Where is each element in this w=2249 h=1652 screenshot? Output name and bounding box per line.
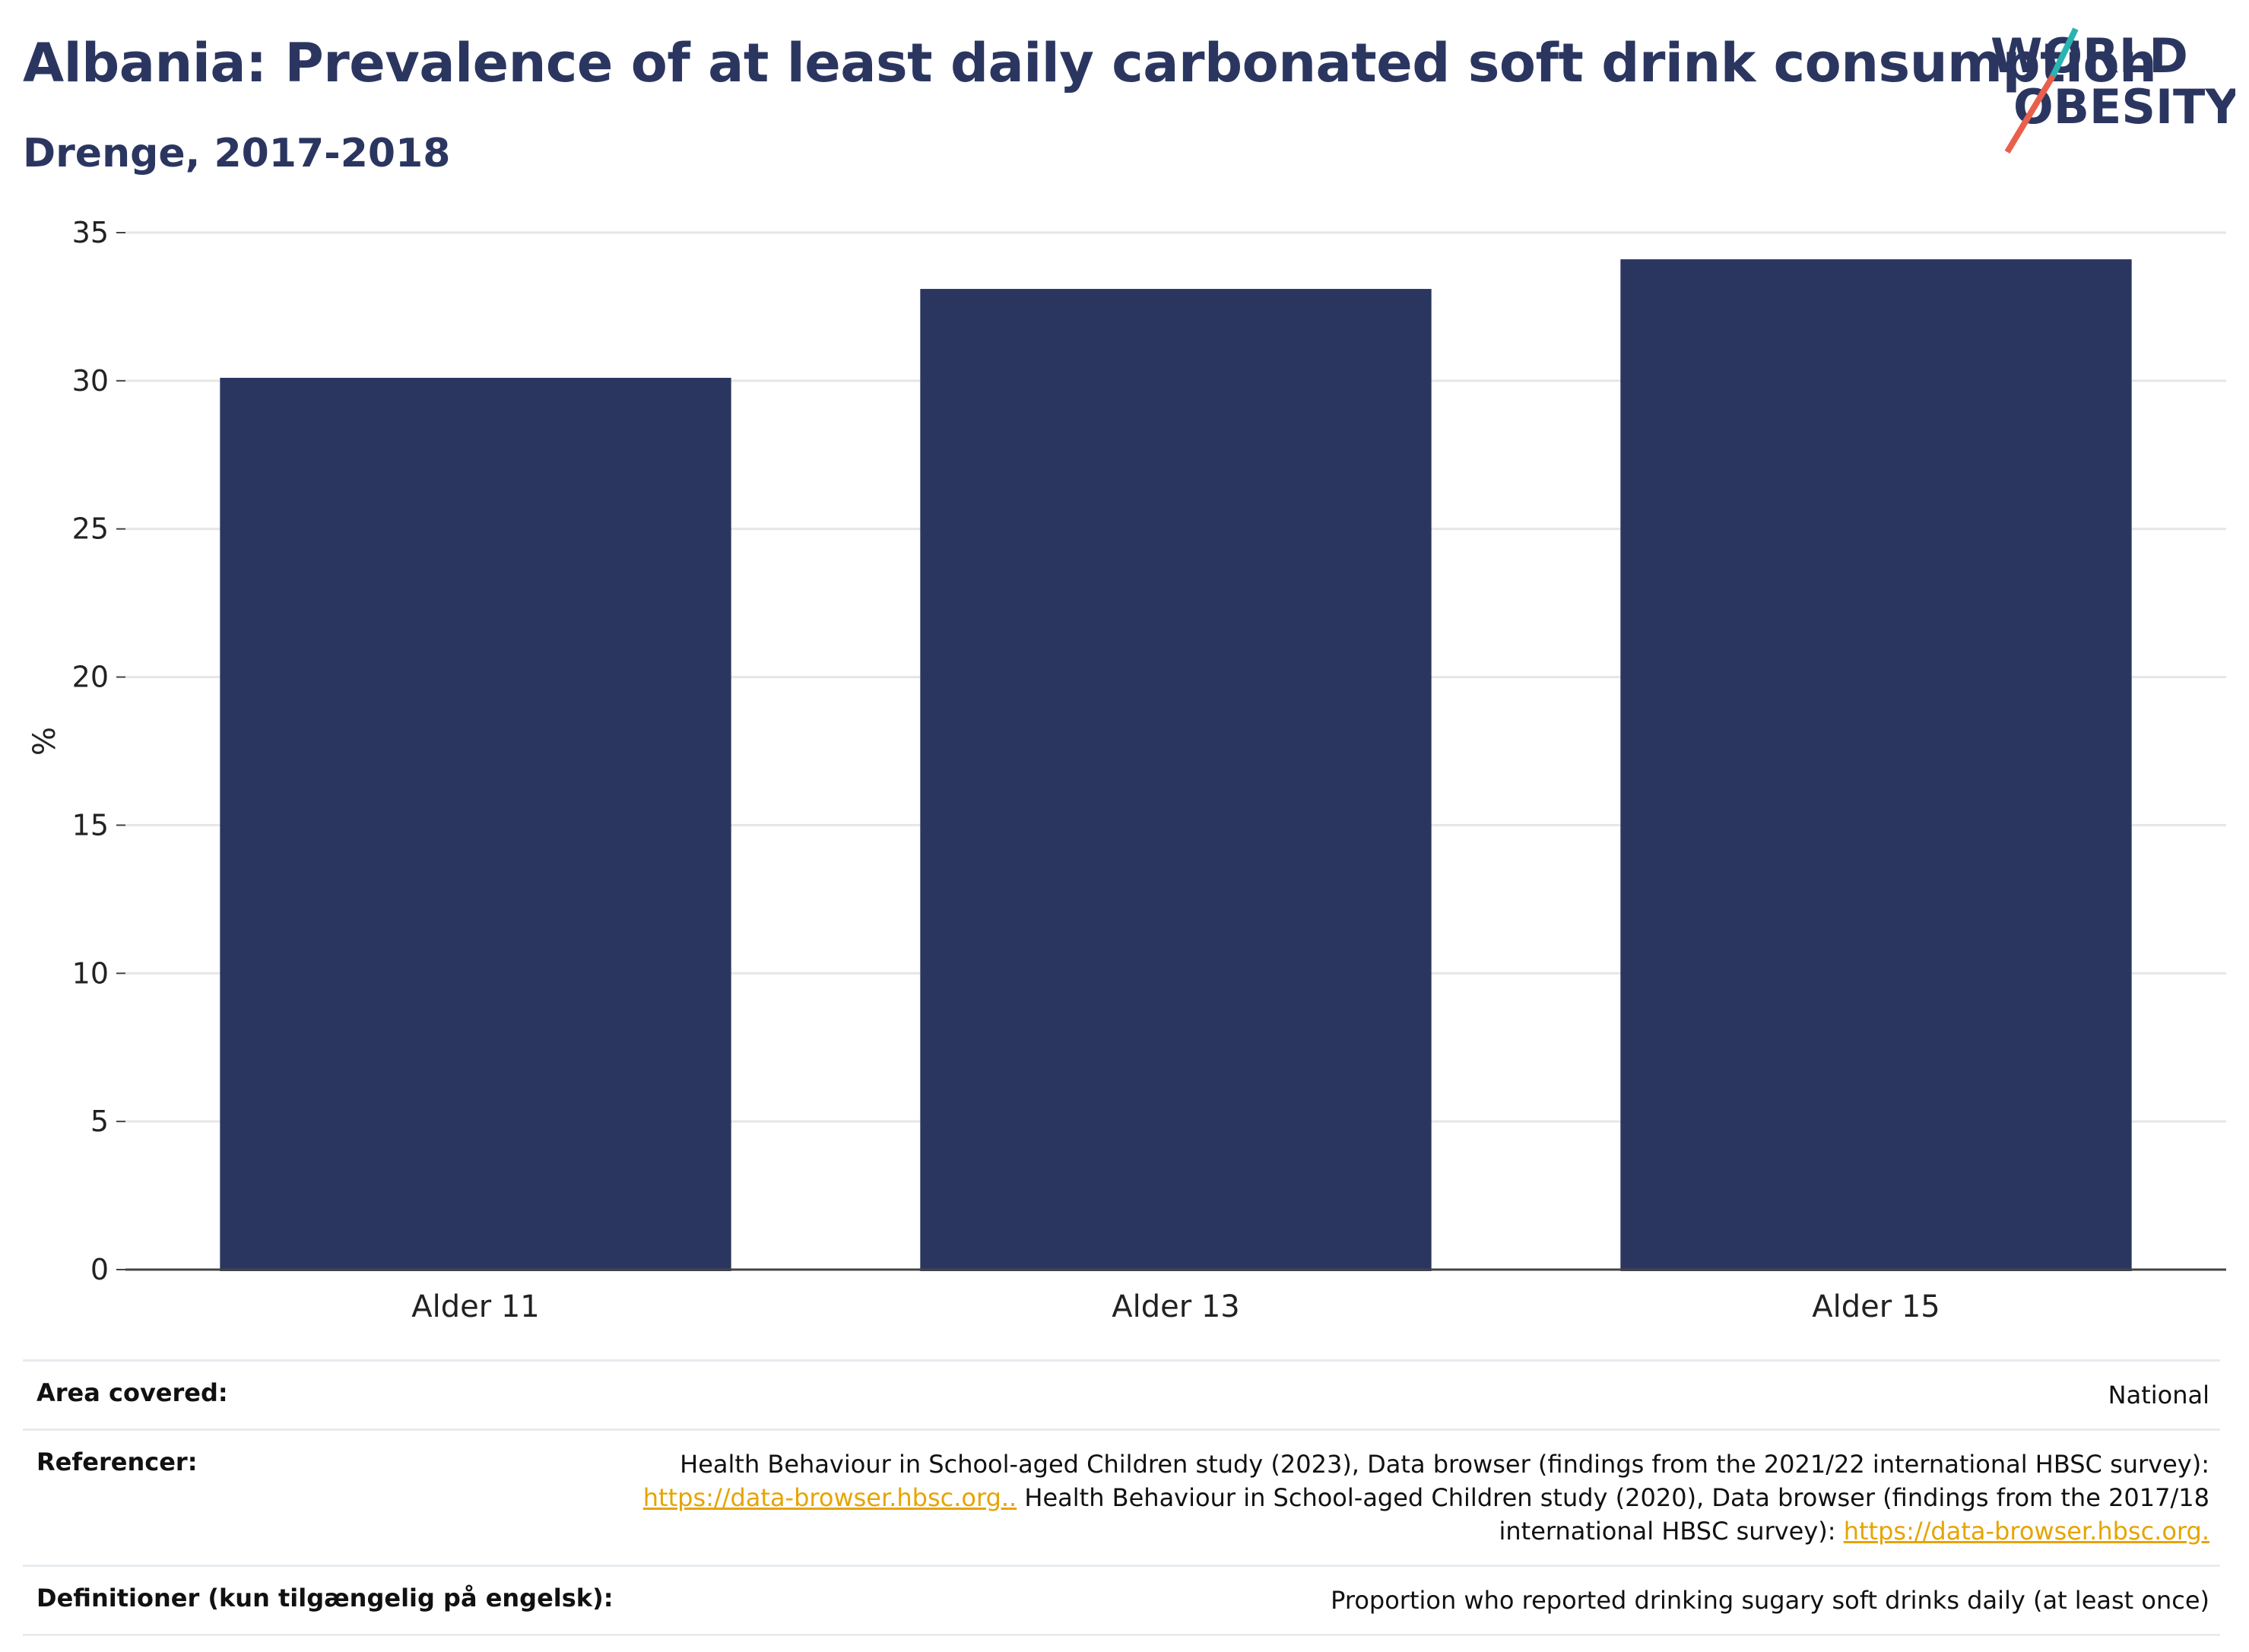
reference-text-2: Health Behaviour in School-aged Children… — [1017, 1483, 2209, 1512]
logo-line2: OBESITY — [2013, 79, 2235, 135]
area-covered-value: National — [2108, 1381, 2209, 1409]
reference-link-2[interactable]: https://data-browser.hbsc.org. — [1843, 1517, 2209, 1546]
chart-title: Albania: Prevalence of at least daily ca… — [23, 32, 2157, 94]
bar-alder-11 — [220, 377, 731, 1272]
reference-text-1: Health Behaviour in School-aged Children… — [680, 1450, 2209, 1479]
world-obesity-logo: WORLD OBESITY — [1990, 27, 2235, 154]
y-tick-label: 30 — [72, 364, 109, 398]
bars — [220, 259, 2132, 1272]
references-label: Referencer: — [36, 1447, 198, 1476]
y-tick-label: 35 — [72, 216, 109, 249]
logo-line1: WORLD — [1990, 28, 2188, 84]
definitions-row: Definitioner (kun tilgængelig på engelsk… — [23, 1565, 2220, 1636]
bar-alder-13 — [920, 289, 1432, 1272]
reference-link-1[interactable]: https://data-browser.hbsc.org.. — [642, 1483, 1017, 1512]
references-row: Referencer: Health Behaviour in School-a… — [23, 1428, 2220, 1565]
x-tick-label: Alder 11 — [411, 1289, 540, 1324]
bar-chart: 0 5 10 15 20 25 30 35 Alder 11 Alder 13 Alder 15 % — [27, 216, 2226, 1324]
x-tick-label: Alder 15 — [1812, 1289, 1940, 1324]
y-axis-label: % — [27, 727, 62, 756]
y-tick-label: 20 — [72, 661, 109, 694]
axes: 0 5 10 15 20 25 30 35 Alder 11 Alder 13 Alder 15 — [72, 216, 2226, 1324]
y-tick-label: 5 — [90, 1105, 109, 1138]
y-tick-label: 15 — [72, 808, 109, 842]
bar-alder-15 — [1620, 259, 2132, 1272]
logo-teal-slash — [2050, 27, 2079, 78]
logo-red-slash — [2004, 74, 2056, 154]
definitions-label: Definitioner (kun tilgængelig på engelsk… — [36, 1584, 614, 1612]
definitions-value: Proportion who reported drinking sugary … — [1331, 1586, 2209, 1615]
area-covered-row: Area covered: National — [23, 1359, 2220, 1428]
y-tick-label: 10 — [72, 956, 109, 990]
metadata-table: Area covered: National Referencer: Healt… — [23, 1359, 2220, 1636]
reference-text-3: international HBSC survey): — [1499, 1517, 1844, 1546]
references-value: Health Behaviour in School-aged Children… — [643, 1447, 2209, 1548]
y-tick-label: 0 — [90, 1253, 109, 1286]
y-tick-label: 25 — [72, 512, 109, 546]
x-tick-label: Alder 13 — [1112, 1289, 1240, 1324]
area-covered-label: Area covered: — [36, 1378, 228, 1407]
chart-subtitle: Drenge, 2017-2018 — [23, 131, 451, 176]
